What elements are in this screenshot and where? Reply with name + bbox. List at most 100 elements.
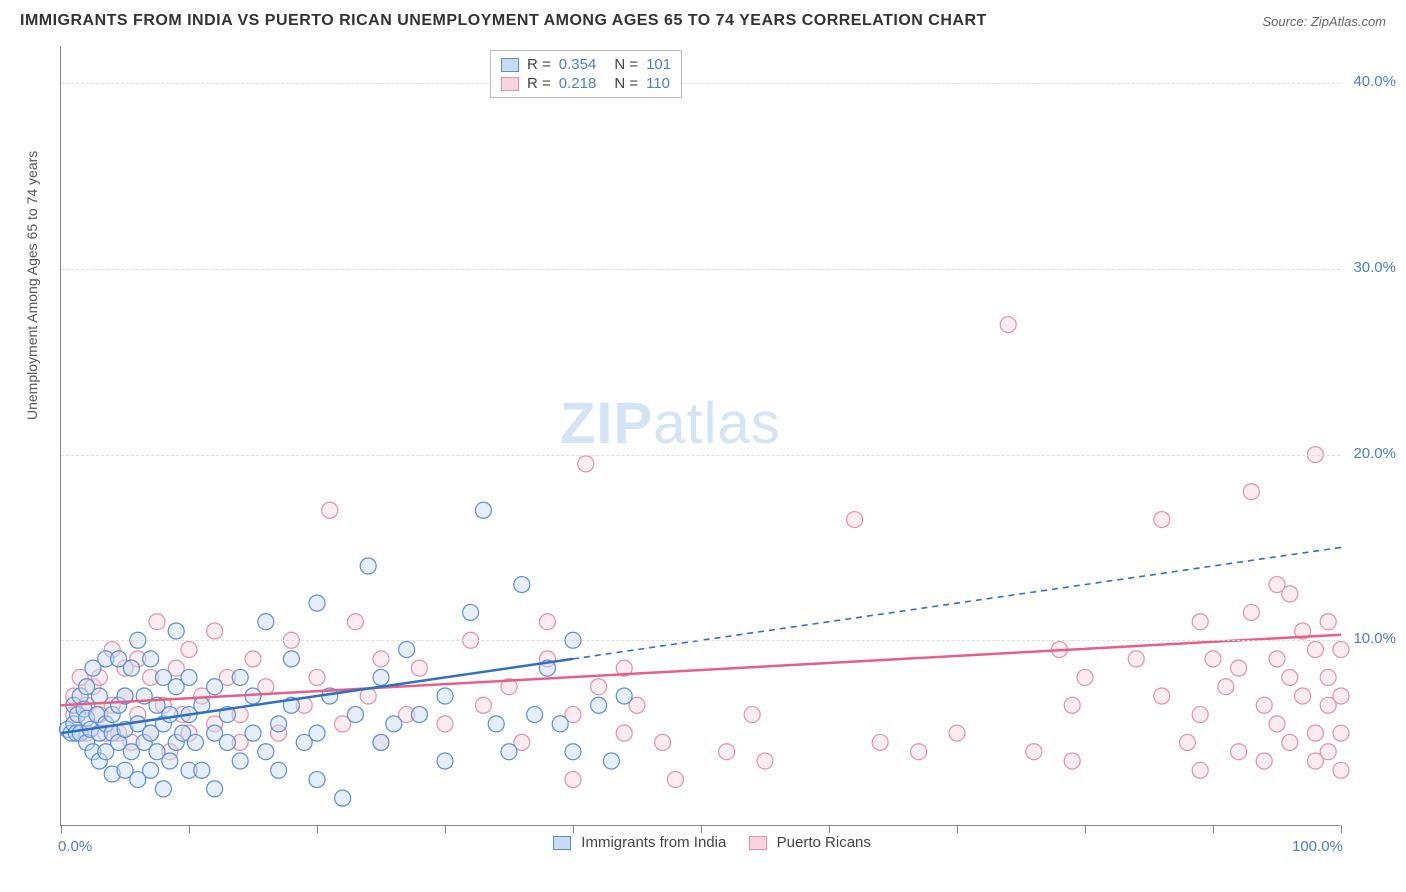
scatter-point	[616, 725, 632, 741]
scatter-point	[847, 512, 863, 528]
scatter-point	[168, 623, 184, 639]
scatter-point	[258, 744, 274, 760]
scatter-point	[411, 660, 427, 676]
scatter-point	[578, 456, 594, 472]
scatter-point	[245, 725, 261, 741]
scatter-point	[143, 762, 159, 778]
scatter-point	[91, 688, 107, 704]
scatter-point	[1231, 660, 1247, 676]
x-tick	[189, 825, 190, 833]
x-tick	[1341, 825, 1342, 833]
swatch-blue-icon	[501, 58, 519, 72]
scatter-point	[207, 781, 223, 797]
grid-line	[61, 455, 1340, 456]
scatter-point	[181, 642, 197, 658]
scatter-point	[373, 734, 389, 750]
scatter-point	[744, 707, 760, 723]
n-value-blue: 101	[646, 56, 671, 73]
stat-row-pink: R = 0.218 N = 110	[501, 74, 671, 93]
y-tick-label: 30.0%	[1353, 259, 1396, 276]
scatter-point	[347, 614, 363, 630]
scatter-point	[437, 716, 453, 732]
scatter-point	[1064, 753, 1080, 769]
scatter-point	[207, 679, 223, 695]
scatter-point	[1333, 642, 1349, 658]
swatch-pink-icon	[749, 836, 767, 850]
scatter-point	[1243, 484, 1259, 500]
scatter-point	[437, 753, 453, 769]
x-tick	[957, 825, 958, 833]
scatter-point	[219, 734, 235, 750]
scatter-point	[1282, 734, 1298, 750]
source-label: Source: ZipAtlas.com	[1262, 14, 1386, 29]
trend-line-pink	[61, 635, 1341, 706]
scatter-point	[488, 716, 504, 732]
scatter-point	[911, 744, 927, 760]
n-label: N =	[614, 56, 638, 73]
scatter-point	[373, 669, 389, 685]
scatter-point	[245, 651, 261, 667]
x-tick	[445, 825, 446, 833]
scatter-point	[155, 781, 171, 797]
scatter-point	[411, 707, 427, 723]
scatter-point	[603, 753, 619, 769]
scatter-point	[616, 688, 632, 704]
scatter-point	[149, 614, 165, 630]
x-tick	[573, 825, 574, 833]
grid-line	[61, 83, 1340, 84]
scatter-point	[207, 623, 223, 639]
scatter-point	[232, 753, 248, 769]
scatter-point	[655, 734, 671, 750]
scatter-point	[1295, 688, 1311, 704]
scatter-point	[162, 753, 178, 769]
scatter-point	[1269, 651, 1285, 667]
scatter-point	[1218, 679, 1234, 695]
stat-legend: R = 0.354 N = 101 R = 0.218 N = 110	[490, 50, 682, 98]
scatter-point	[309, 669, 325, 685]
scatter-point	[194, 762, 210, 778]
scatter-point	[187, 734, 203, 750]
x-tick	[1085, 825, 1086, 833]
x-tick	[701, 825, 702, 833]
scatter-point	[309, 772, 325, 788]
scatter-point	[667, 772, 683, 788]
scatter-point	[949, 725, 965, 741]
scatter-point	[1307, 725, 1323, 741]
swatch-blue-icon	[553, 836, 571, 850]
scatter-point	[309, 725, 325, 741]
scatter-point	[1320, 669, 1336, 685]
scatter-svg	[61, 46, 1340, 825]
plot-area	[60, 46, 1340, 826]
scatter-point	[1320, 614, 1336, 630]
scatter-point	[1243, 604, 1259, 620]
scatter-point	[514, 577, 530, 593]
scatter-point	[475, 697, 491, 713]
scatter-point	[1282, 669, 1298, 685]
scatter-point	[1231, 744, 1247, 760]
scatter-point	[271, 716, 287, 732]
scatter-point	[757, 753, 773, 769]
scatter-point	[162, 707, 178, 723]
scatter-point	[1269, 716, 1285, 732]
legend-label-pink: Puerto Ricans	[777, 834, 871, 851]
n-label: N =	[614, 75, 638, 92]
scatter-point	[1192, 614, 1208, 630]
scatter-point	[1307, 642, 1323, 658]
scatter-point	[552, 716, 568, 732]
bottom-legend: Immigrants from India Puerto Ricans	[0, 834, 1406, 851]
scatter-point	[360, 558, 376, 574]
r-value-blue: 0.354	[559, 56, 597, 73]
scatter-point	[501, 744, 517, 760]
scatter-point	[1192, 762, 1208, 778]
scatter-point	[1256, 697, 1272, 713]
grid-line	[61, 269, 1340, 270]
scatter-point	[565, 744, 581, 760]
scatter-point	[1077, 669, 1093, 685]
scatter-point	[1000, 317, 1016, 333]
scatter-point	[591, 679, 607, 695]
x-tick	[317, 825, 318, 833]
scatter-point	[271, 762, 287, 778]
scatter-point	[373, 651, 389, 667]
scatter-point	[1333, 688, 1349, 704]
y-tick-label: 40.0%	[1353, 73, 1396, 90]
